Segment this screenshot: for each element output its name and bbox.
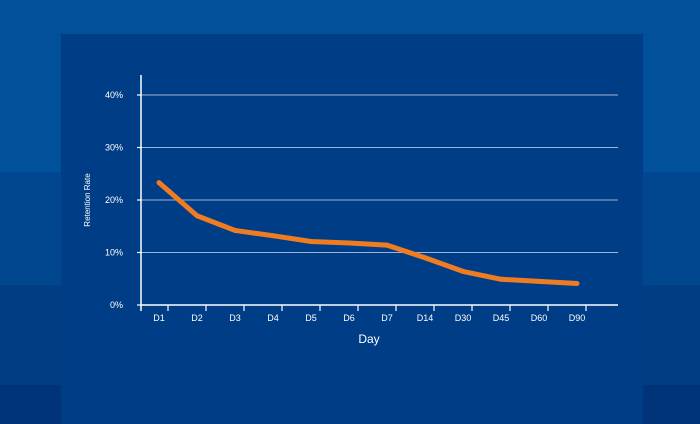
gridlines xyxy=(141,94,618,253)
x-tick-label: D30 xyxy=(455,313,472,323)
y-axis-title: Retention Rate xyxy=(83,173,92,227)
y-tick-label: 0% xyxy=(110,300,123,310)
data-point xyxy=(270,233,276,239)
data-point xyxy=(422,255,428,261)
data-point xyxy=(384,242,390,248)
x-tick-label: D5 xyxy=(305,313,317,323)
y-tick-label: 20% xyxy=(105,195,123,205)
data-point xyxy=(460,268,466,274)
x-tick-label: D60 xyxy=(531,313,548,323)
y-tick-label: 10% xyxy=(105,248,123,258)
y-tick-labels: 0% 10% 20% 30% 40% xyxy=(105,90,141,310)
x-tick-label: D2 xyxy=(191,313,203,323)
chart-panel xyxy=(61,34,643,424)
data-point xyxy=(308,238,314,244)
x-tick-label: D90 xyxy=(569,313,586,323)
x-tick-label: D45 xyxy=(493,313,510,323)
x-tick-label: D4 xyxy=(267,313,279,323)
series xyxy=(156,180,580,286)
data-point xyxy=(156,180,162,186)
data-point xyxy=(574,280,580,286)
x-tick-label: D1 xyxy=(153,313,165,323)
x-tick-label: D6 xyxy=(343,313,355,323)
x-tick-labels: D1 D2 D3 D4 D5 D6 D7 D14 D30 D45 D60 D90 xyxy=(153,305,587,323)
x-tick-label: D7 xyxy=(381,313,393,323)
y-tick-label: 40% xyxy=(105,90,123,100)
series-line xyxy=(157,180,578,286)
axes xyxy=(140,75,618,311)
x-tick-label: D14 xyxy=(417,313,434,323)
data-point xyxy=(346,240,352,246)
x-tick-label: D3 xyxy=(229,313,241,323)
y-tick-label: 30% xyxy=(105,143,123,153)
data-point xyxy=(232,227,238,233)
data-point xyxy=(498,276,504,282)
data-point xyxy=(194,213,200,219)
x-axis-title: Day xyxy=(358,332,379,346)
data-point xyxy=(536,278,542,284)
